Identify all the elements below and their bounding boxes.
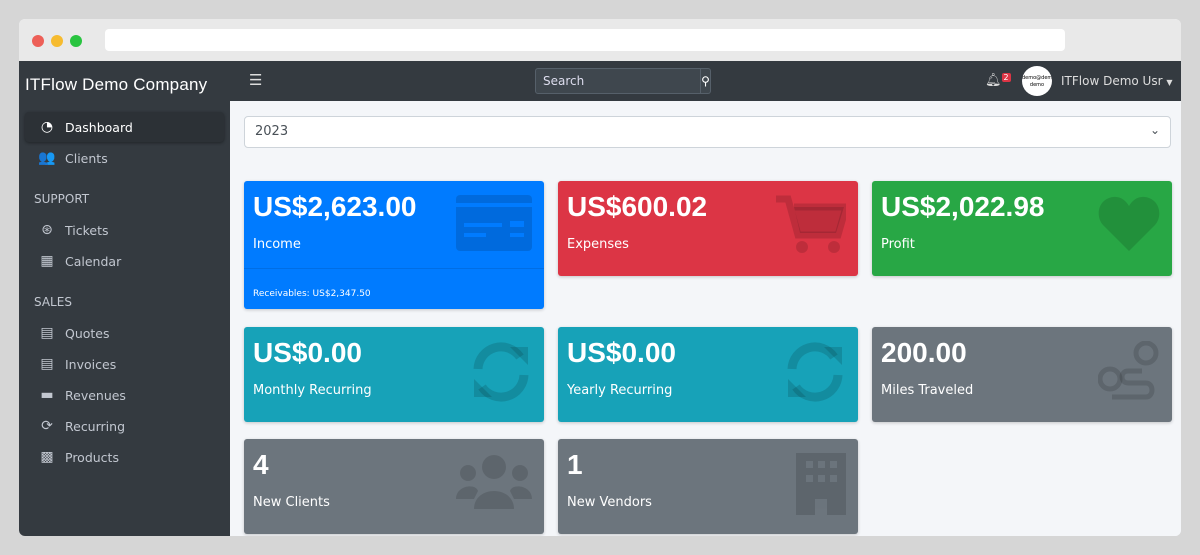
notification-badge: 2 [1001,73,1011,82]
sidebar-item-quotes[interactable]: ▤ Quotes [25,318,224,348]
stat-value: US$0.00 [567,337,676,368]
sidebar-item-invoices[interactable]: ▤ Invoices [25,349,224,379]
credit-card-icon: ▬ [40,387,54,403]
sync-icon [784,341,846,407]
browser-chrome [19,19,1181,61]
close-window-button[interactable] [32,35,44,47]
sidebar-item-label: Calendar [65,253,122,269]
stat-card-new-clients: 4 New Clients [244,439,544,534]
stat-label: Monthly Recurring [253,383,372,398]
sidebar-item-calendar[interactable]: ▦ Calendar [25,246,224,276]
stat-value: 200.00 [881,337,967,368]
sidebar-item-dashboard[interactable]: ◔ Dashboard [25,112,224,142]
file-invoice-icon: ▤ [40,356,54,372]
stat-label: Expenses [567,237,629,252]
life-ring-icon: ⊛ [41,222,53,238]
stat-value: 1 [567,449,583,480]
search-icon: ⚲ [701,74,710,88]
hamburger-menu-icon[interactable]: ☰ [249,71,263,89]
search-button[interactable]: ⚲ [701,68,711,94]
sidebar-item-label: Tickets [65,222,109,238]
sidebar-item-tickets[interactable]: ⊛ Tickets [25,215,224,245]
maximize-window-button[interactable] [70,35,82,47]
stat-card-miles-traveled: 200.00 Miles Traveled [872,327,1172,422]
chevron-down-icon: ⌄ [1149,123,1160,137]
stat-label: New Clients [253,495,330,510]
stat-card-income: US$2,623.00 Income Receivables: US$2,347.5… [244,181,544,309]
calendar-icon: ▦ [40,253,54,269]
main-content: 2023 ⌄ US$2,623.00 Income Receivables: US$2… [230,101,1181,536]
users-icon: 👥 [38,150,56,166]
user-menu-dropdown[interactable]: ITFlow Demo Usr ▼ [1061,74,1173,88]
stat-card-expenses: US$600.02 Expenses [558,181,858,276]
sidebar: ITFlow Demo Company ◔ Dashboard 👥 Clients … [19,61,230,536]
year-select-value: 2023 [255,124,289,139]
sidebar-item-label: Invoices [65,356,117,372]
avatar[interactable]: demo@demo demo [1022,66,1052,96]
search-form: ⚲ [535,68,711,94]
receivables-footer[interactable]: Receivables: US$2,347.50 [244,268,544,309]
stat-card-yearly-recurring: US$0.00 Yearly Recurring [558,327,858,422]
stat-card-monthly-recurring: US$0.00 Monthly Recurring [244,327,544,422]
stat-label: Miles Traveled [881,383,974,398]
caret-down-icon: ▼ [1166,78,1173,87]
stat-value: US$0.00 [253,337,362,368]
minimize-window-button[interactable] [51,35,63,47]
user-name: ITFlow Demo Usr [1061,74,1163,88]
sidebar-item-label: Recurring [65,418,125,434]
browser-window: ITFlow Demo Company ◔ Dashboard 👥 Clients … [19,19,1181,536]
users-icon [456,453,532,513]
route-icon [1097,340,1160,407]
sidebar-item-label: Revenues [65,387,126,403]
search-input[interactable] [535,68,701,94]
sidebar-item-products[interactable]: ▩ Products [25,442,224,472]
section-header-support: SUPPORT [34,192,90,206]
stat-value: US$2,022.98 [881,191,1045,222]
tachometer-icon: ◔ [40,119,54,135]
building-icon [796,453,846,519]
stat-value: US$2,623.00 [253,191,417,222]
notifications-button[interactable]: 🔔︎ 2 [985,73,1011,88]
credit-card-icon [456,195,532,255]
stat-label: Yearly Recurring [567,383,673,398]
year-select[interactable]: 2023 ⌄ [244,116,1171,148]
sidebar-item-label: Quotes [65,325,110,341]
address-bar[interactable] [105,29,1065,51]
brand-link[interactable]: ITFlow Demo Company [25,75,208,94]
heart-icon [1098,195,1160,255]
top-navbar: ☰ ⚲ 🔔︎2 demo@demo demo ITFlow Demo Usr ▼ [230,61,1181,101]
file-icon: ▤ [40,325,54,341]
stat-card-profit: US$2,022.98 Profit [872,181,1172,276]
section-header-sales: SALES [34,295,72,309]
box-icon: ▩ [40,449,54,465]
shopping-cart-icon [776,195,851,259]
stat-value: US$600.02 [567,191,708,222]
sidebar-item-clients[interactable]: 👥 Clients [25,143,224,173]
sidebar-item-label: Dashboard [65,119,133,135]
sidebar-item-label: Products [65,449,119,465]
sidebar-item-recurring[interactable]: ⟳ Recurring [25,411,224,441]
sync-icon: ⟳ [41,418,53,434]
sync-icon [470,341,532,407]
stat-label: Profit [881,237,915,252]
bell-icon: 🔔︎ [985,73,1002,88]
stat-label: Income [253,237,301,252]
stat-label: New Vendors [567,495,652,510]
sidebar-item-label: Clients [65,150,108,166]
stat-card-new-vendors: 1 New Vendors [558,439,858,534]
stat-value: 4 [253,449,269,480]
sidebar-item-revenues[interactable]: ▬ Revenues [25,380,224,410]
